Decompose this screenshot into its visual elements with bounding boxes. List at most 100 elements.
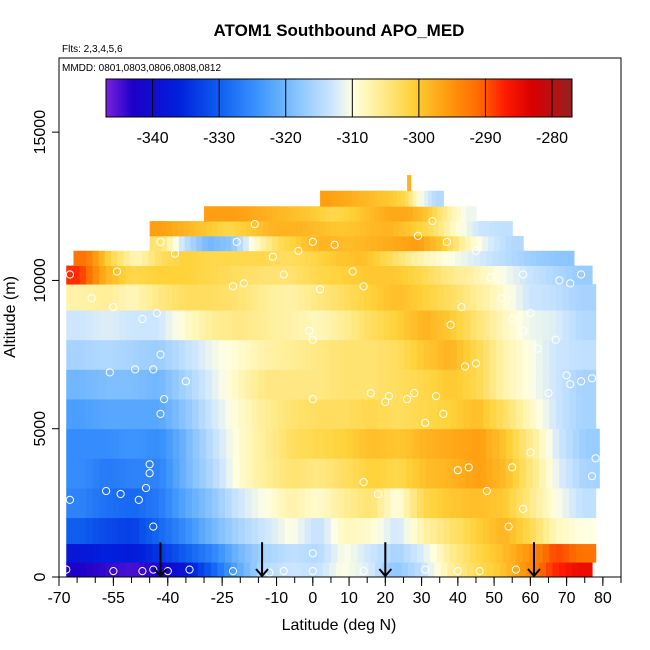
- heatmap-cell: [453, 235, 460, 252]
- heatmap-cell: [330, 543, 339, 563]
- heatmap-cell: [575, 488, 583, 519]
- heatmap-cell: [210, 265, 218, 285]
- heatmap-cell: [542, 339, 550, 370]
- heatmap-cell: [264, 399, 272, 430]
- heatmap-cell: [418, 235, 425, 252]
- heatmap-cell: [392, 250, 400, 266]
- heatmap-cell: [317, 284, 325, 311]
- heatmap-cell: [155, 221, 162, 237]
- heatmap-cell: [353, 221, 360, 237]
- heatmap-cell: [361, 250, 369, 266]
- heatmap-cell: [549, 517, 557, 545]
- heatmap-cell: [145, 399, 153, 430]
- observation-point: [279, 270, 288, 279]
- heatmap-cell: [407, 265, 416, 285]
- heatmap-cell: [516, 517, 524, 545]
- heatmap-cell: [183, 221, 190, 237]
- heatmap-cell: [410, 339, 418, 370]
- heatmap-cell: [225, 235, 232, 252]
- heatmap-cell: [297, 517, 306, 545]
- heatmap-cell: [410, 517, 418, 545]
- heatmap-cell: [496, 399, 504, 430]
- heatmap-cell: [317, 399, 325, 430]
- heatmap-cell: [186, 428, 194, 459]
- heatmap-cell: [469, 399, 478, 430]
- heatmap-cell: [516, 284, 524, 311]
- observation-point: [471, 359, 481, 368]
- heatmap-cell: [404, 221, 411, 237]
- heatmap-cell: [368, 562, 376, 578]
- heatmap-cell: [284, 517, 292, 545]
- observation-point: [366, 389, 375, 398]
- heatmap-cell: [152, 488, 160, 519]
- heatmap-cell: [403, 206, 409, 222]
- heatmap-cell: [132, 488, 140, 519]
- heatmap-cell: [289, 562, 297, 578]
- heatmap-cell: [258, 369, 266, 400]
- heatmap-cell: [191, 517, 200, 545]
- heatmap-cell: [559, 562, 567, 578]
- heatmap-cell: [467, 250, 475, 266]
- heatmap-cell: [158, 562, 166, 578]
- heatmap-cell: [105, 488, 114, 519]
- heatmap-cell: [297, 284, 306, 311]
- heatmap-cell: [312, 458, 321, 489]
- heatmap-cell: [410, 284, 418, 311]
- heatmap-cell: [461, 206, 467, 222]
- heatmap-cell: [529, 517, 537, 545]
- heatmap-cell: [165, 488, 173, 519]
- heatmap-cell: [167, 250, 175, 266]
- heatmap-cell: [404, 190, 410, 207]
- heatmap-cell: [152, 284, 160, 311]
- heatmap-cell: [536, 310, 544, 341]
- heatmap-cell: [453, 265, 462, 285]
- heatmap-cell: [191, 339, 200, 370]
- heatmap-cell: [555, 488, 564, 519]
- heatmap-cell: [430, 488, 438, 519]
- heatmap-cell: [126, 428, 134, 459]
- heatmap-cell: [451, 206, 458, 222]
- heatmap-cell: [393, 221, 400, 237]
- observation-point: [577, 270, 586, 279]
- heatmap-cell: [478, 221, 485, 237]
- heatmap-cell: [408, 190, 414, 207]
- heatmap-cell: [66, 265, 74, 285]
- heatmap-cell: [72, 284, 81, 311]
- heatmap-cell: [355, 562, 363, 578]
- heatmap-cell: [496, 339, 504, 370]
- heatmap-cell: [440, 265, 449, 285]
- observation-point: [149, 365, 158, 374]
- heatmap-cell: [106, 458, 114, 489]
- heatmap-cell: [499, 562, 508, 578]
- heatmap-cell: [522, 543, 531, 563]
- observation-point: [316, 285, 325, 294]
- heatmap-cell: [317, 543, 325, 563]
- heatmap-cell: [139, 517, 147, 545]
- heatmap-cell: [460, 265, 468, 285]
- heatmap-cell: [496, 369, 504, 400]
- heatmap-cell: [344, 399, 352, 430]
- observation-point: [464, 463, 473, 472]
- heatmap-cell: [463, 488, 471, 519]
- heatmap-cell: [496, 310, 504, 341]
- dates-note: MMDD: 0801,0803,0806,0808,0812: [62, 63, 221, 74]
- heatmap-cell: [582, 517, 590, 545]
- observation-point: [308, 567, 317, 576]
- heatmap-cell: [152, 428, 161, 459]
- heatmap-cell: [466, 428, 474, 459]
- observation-point: [421, 418, 430, 427]
- y-tick-label: 0: [32, 572, 49, 581]
- heatmap-cell: [502, 369, 511, 400]
- heatmap-cell: [72, 543, 81, 563]
- heatmap-cell: [436, 310, 445, 341]
- heatmap-cell: [431, 190, 437, 207]
- x-tick-label: -55: [102, 590, 125, 607]
- heatmap-cell: [79, 543, 87, 563]
- heatmap-cell: [311, 369, 319, 400]
- heatmap-cell: [488, 235, 495, 252]
- heatmap-cell: [304, 310, 312, 341]
- heatmap-cell: [545, 265, 554, 285]
- heatmap-cell: [589, 339, 597, 370]
- heatmap-cell: [525, 458, 534, 489]
- heatmap-cell: [434, 265, 442, 285]
